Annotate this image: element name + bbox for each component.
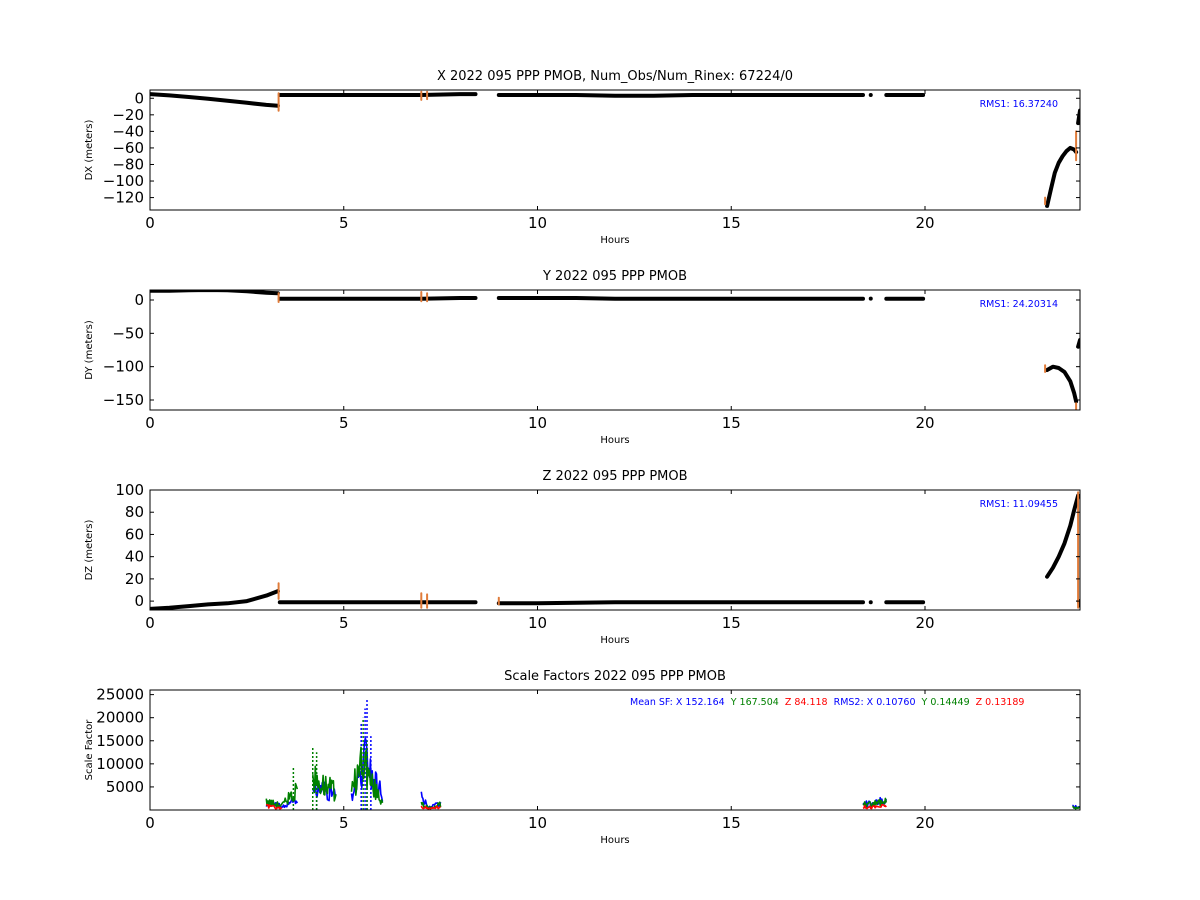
y-tick-label: 60: [125, 525, 144, 543]
x-tick-label: 15: [722, 814, 741, 832]
subplot-2: 0 5 10 15 20 0 −50 −100 −150 Y 2022 095 PPP PMOB H…: [84, 269, 1081, 446]
annotation-mean-sf-y: Y 167.504: [730, 697, 779, 708]
axes-frame: [149, 289, 1081, 411]
x-tick-label: 15: [722, 414, 741, 432]
y-tick-label: 0: [134, 89, 144, 107]
data-trace: [150, 92, 280, 108]
scale-factor-trace: [862, 797, 888, 808]
subplot-title: Y 2022 095 PPP PMOB: [542, 269, 687, 284]
y-axis-label: DZ (meters): [84, 519, 95, 580]
scale-factor-trace: [350, 746, 384, 805]
data-trace: [1045, 493, 1080, 579]
annotation-rms2-z: Z 0.13189: [976, 697, 1025, 708]
subplot-3: 0 5 10 15 20 100 80 60 40 20 0 Z 2022 095 PPP PMOB H…: [84, 469, 1081, 646]
annotation-rms2-y: Y 0.14449: [921, 697, 970, 708]
y-tick-label: 0: [134, 592, 144, 610]
rms-annotation: RMS1: 11.09455: [980, 499, 1058, 510]
y-tick-label: 0: [134, 291, 144, 309]
scale-factor-trace: [420, 805, 441, 810]
plot-area: [150, 90, 1080, 208]
y-tick-label: −60: [112, 139, 144, 157]
y-tick-label: 100: [115, 481, 144, 499]
y-tick-label: −20: [112, 106, 144, 124]
y-tick-label: −40: [112, 122, 144, 140]
y-tick-label: 10000: [96, 755, 144, 773]
data-trace: [496, 600, 865, 606]
y-axis-label: DX (meters): [84, 119, 95, 180]
x-tick-label: 10: [528, 814, 547, 832]
x-axis-label: Hours: [600, 835, 629, 846]
x-tick-label: 5: [339, 814, 349, 832]
x-tick-label: 20: [915, 214, 934, 232]
y-axis-label: Scale Factor: [84, 719, 95, 781]
x-axis-label: Hours: [600, 635, 629, 646]
scale-factor-trace: [1072, 805, 1080, 810]
x-tick-label: 5: [339, 614, 349, 632]
scale-factor-trace: [265, 803, 283, 810]
data-trace: [1045, 145, 1079, 208]
subplot-title: X 2022 095 PPP PMOB, Num_Obs/Num_Rinex: …: [437, 69, 793, 84]
x-tick-label: 0: [145, 214, 155, 232]
axes-frame: [149, 689, 1081, 811]
y-tick-label: −80: [112, 155, 144, 173]
plot-area: [150, 290, 1080, 410]
x-axis-label: Hours: [600, 235, 629, 246]
x-tick-label: 5: [339, 414, 349, 432]
x-tick-label: 0: [145, 414, 155, 432]
plot-area: [265, 699, 1080, 810]
y-tick-label: 80: [125, 503, 144, 521]
y-tick-label: 25000: [96, 686, 144, 704]
axes-frame: [149, 489, 1081, 611]
data-trace: [150, 589, 280, 610]
y-tick-label: −120: [103, 189, 144, 207]
subplot-4: 0 5 10 15 20 25000 20000 15000 10000 5000 Scale Fa…: [84, 669, 1081, 846]
data-trace: [496, 93, 865, 98]
axes-frame: [149, 89, 1081, 211]
x-tick-label: 20: [915, 414, 934, 432]
data-point: [868, 296, 873, 301]
data-trace: [496, 296, 865, 301]
scale-factor-trace: [265, 782, 299, 808]
x-tick-label: 10: [528, 414, 547, 432]
x-axis-label: Hours: [600, 435, 629, 446]
x-tick-label: 20: [915, 814, 934, 832]
subplot-title: Z 2022 095 PPP PMOB: [542, 469, 687, 484]
y-tick-label: −100: [103, 172, 144, 190]
scale-factor-trace: [862, 803, 887, 810]
scale-factor-trace: [420, 801, 442, 810]
y-tick-label: −150: [103, 391, 144, 409]
data-trace: [277, 92, 478, 97]
y-tick-label: 40: [125, 548, 144, 566]
y-tick-label: 15000: [96, 732, 144, 750]
annotation-mean-sf-label: Mean SF: X 152.164: [630, 697, 725, 708]
y-tick-label: 20: [125, 570, 144, 588]
y-tick-label: −100: [103, 358, 144, 376]
data-trace: [1045, 364, 1079, 404]
subplot-title: Scale Factors 2022 095 PPP PMOB: [504, 669, 726, 684]
y-axis-label: DY (meters): [84, 320, 95, 380]
annotation-rms2-x: RMS2: X 0.10760: [834, 697, 916, 708]
x-tick-label: 20: [915, 614, 934, 632]
plot-area: [150, 491, 1080, 610]
y-tick-label: −50: [112, 324, 144, 342]
y-tick-label: 5000: [106, 778, 144, 796]
x-tick-label: 5: [339, 214, 349, 232]
x-tick-label: 15: [722, 214, 741, 232]
data-point: [868, 92, 873, 97]
annotation-mean-sf-z: Z 84.118: [785, 697, 828, 708]
rms-annotation: RMS1: 16.37240: [980, 99, 1058, 110]
data-trace: [277, 296, 478, 301]
x-tick-label: 0: [145, 814, 155, 832]
x-tick-label: 10: [528, 214, 547, 232]
scale-factor-annotation: Mean SF: X 152.164 Y 167.504 Z 84.118 RMS2:…: [630, 697, 1024, 708]
x-tick-label: 15: [722, 614, 741, 632]
x-tick-label: 10: [528, 614, 547, 632]
data-point: [868, 600, 873, 605]
rms-annotation: RMS1: 24.20314: [980, 299, 1058, 310]
y-tick-label: 20000: [96, 709, 144, 727]
x-tick-label: 0: [145, 614, 155, 632]
